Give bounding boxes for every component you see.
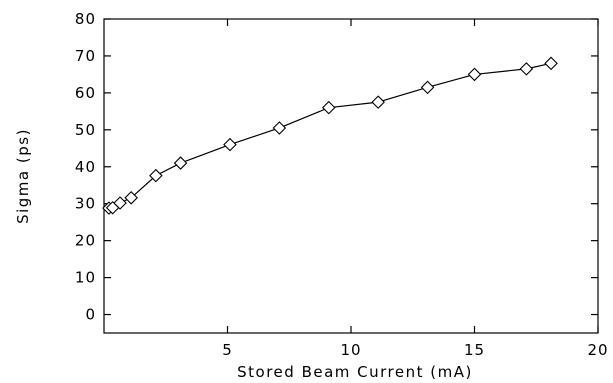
x-tick-label: 5 (222, 341, 233, 359)
data-point-marker (519, 62, 534, 76)
x-axis-label: Stored Beam Current (mA) (237, 363, 473, 381)
data-markers (102, 56, 558, 215)
x-tick-label: 10 (340, 341, 361, 359)
x-tick-label: 15 (464, 341, 485, 359)
y-tick-label: 70 (75, 47, 96, 65)
y-axis-label: Sigma (ps) (14, 128, 32, 224)
tick-marks (104, 18, 599, 333)
data-point-marker (467, 67, 482, 82)
data-point-marker (173, 156, 188, 170)
y-tick-label: 50 (75, 121, 96, 139)
data-point-marker (223, 137, 237, 152)
y-tick-label: 60 (75, 84, 96, 102)
data-point-marker (113, 196, 127, 210)
y-tick-label: 80 (75, 10, 96, 28)
data-point-marker (272, 121, 287, 135)
y-tick-label: 40 (75, 158, 96, 176)
y-tick-label: 20 (75, 232, 96, 250)
y-tick-label: 10 (75, 269, 96, 287)
data-point-marker (420, 80, 435, 95)
series-line (108, 62, 552, 209)
data-point-marker (321, 100, 336, 115)
data-point-marker (149, 168, 163, 183)
x-tick-label: 20 (587, 341, 608, 359)
y-tick-label: 30 (75, 195, 96, 213)
data-point-marker (544, 56, 558, 71)
tick-labels: 5 10 15 20 0 10 20 30 40 50 60 70 80 (75, 10, 608, 359)
y-tick-label: 0 (85, 306, 96, 324)
data-point-marker (124, 191, 138, 205)
data-point-marker (371, 95, 385, 109)
